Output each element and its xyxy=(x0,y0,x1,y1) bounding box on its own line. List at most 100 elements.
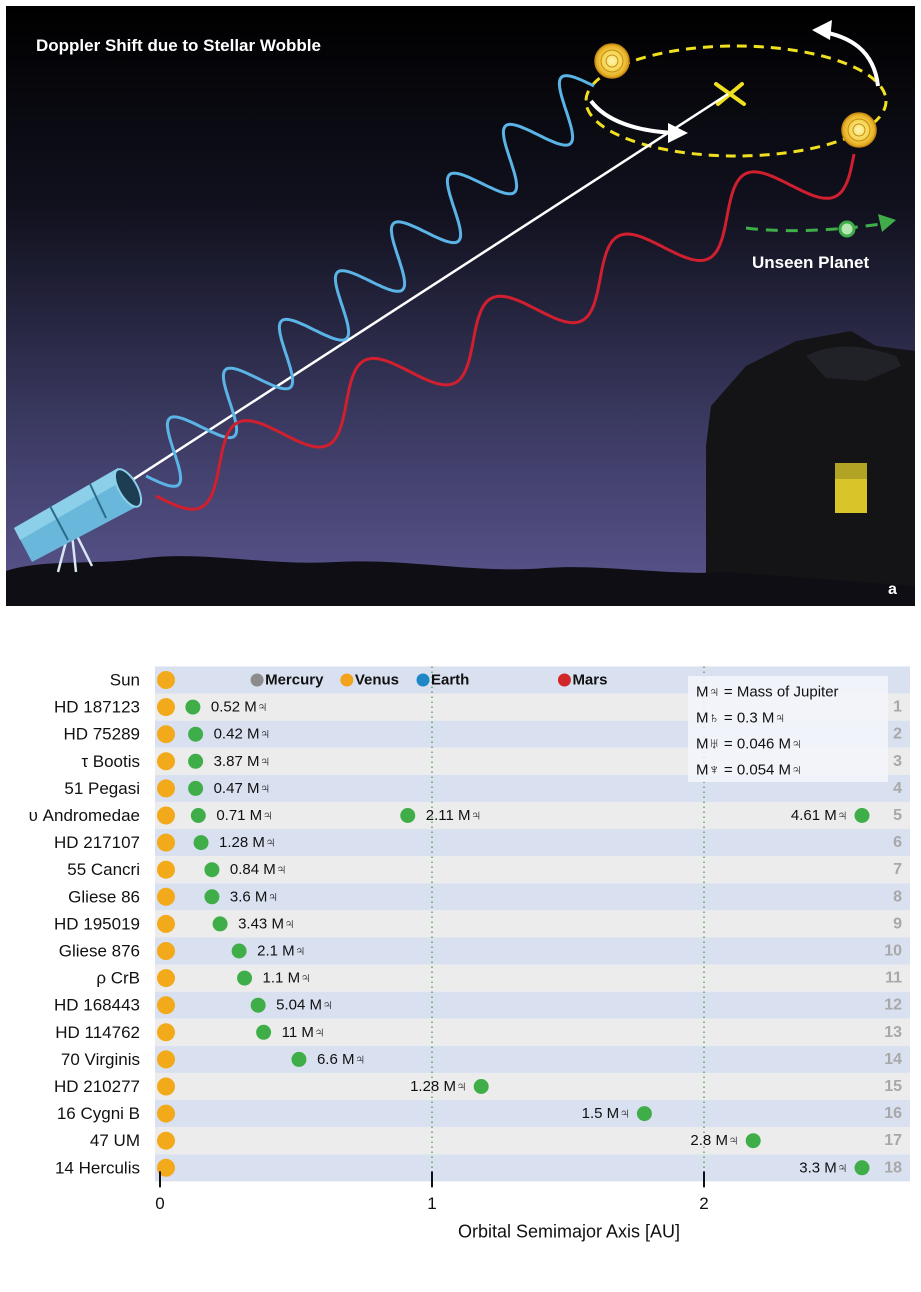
star-dot xyxy=(157,1104,175,1123)
star-dot xyxy=(157,779,175,798)
planet-dot xyxy=(231,943,247,959)
exoplanet-chart: Sun Mercury Venus Earth Mars HD 187123 0.52 M… xyxy=(29,666,910,1241)
row-number: 3 xyxy=(893,753,902,770)
mass-legend: M♃ = Mass of Jupiter M♄ = 0.3 M♃ M♅ = 0.04… xyxy=(688,676,888,782)
planet-mass-label: 11 M♃ xyxy=(282,1024,325,1041)
hill-silhouette xyxy=(6,556,915,606)
star-dot xyxy=(157,1077,175,1096)
star-dot xyxy=(157,942,175,960)
row-number: 8 xyxy=(893,888,902,905)
illustration-title: Doppler Shift due to Stellar Wobble xyxy=(36,36,321,55)
row-number: 10 xyxy=(884,943,902,960)
star-name: HD 168443 xyxy=(54,996,140,1015)
planet-mass-label: 2.11 M♃ xyxy=(426,807,482,824)
star-name: 55 Cancri xyxy=(67,860,140,879)
planet-dot xyxy=(212,916,228,932)
solar-planet-mars-label: Mars xyxy=(572,672,607,689)
star-row: HD 217107 1.28 M♃ 6 xyxy=(54,833,902,852)
planet-dot xyxy=(188,753,204,769)
planet-dot xyxy=(291,1051,307,1067)
row-band xyxy=(155,1045,910,1073)
star-name-sun: Sun xyxy=(110,671,140,690)
star-name: Gliese 86 xyxy=(68,887,140,906)
motion-arrow-lower xyxy=(589,99,675,135)
row-band xyxy=(155,937,910,965)
star-dot xyxy=(157,698,175,717)
planet-mass-label: 1.28 M♃ xyxy=(219,834,276,851)
star-name: HD 195019 xyxy=(54,914,140,933)
planet-dot xyxy=(400,808,416,823)
star-name: 51 Pegasi xyxy=(64,779,140,798)
row-number: 4 xyxy=(893,780,902,797)
star-name: HD 114762 xyxy=(55,1023,140,1042)
x-tick-label: 0 xyxy=(155,1194,164,1213)
star-row: HD 168443 5.04 M♃ 12 xyxy=(54,996,902,1015)
planet-mass-label: 2.8 M♃ xyxy=(690,1132,739,1149)
row-number: 13 xyxy=(884,1024,902,1041)
solar-planet-venus-label: Venus xyxy=(355,672,399,689)
planet-mass-label: 5.04 M♃ xyxy=(276,997,333,1014)
star-row: 55 Cancri 0.84 M♃ 7 xyxy=(67,860,902,879)
star-row: ρ CrB 1.1 M♃ 11 xyxy=(96,969,902,988)
x-axis-label: Orbital Semimajor Axis [AU] xyxy=(458,1221,680,1241)
row-band xyxy=(155,883,910,911)
star-row: 14 Herculis 3.3 M♃ 18 xyxy=(55,1158,902,1177)
planet-dot xyxy=(745,1133,761,1149)
planet-dot xyxy=(237,970,253,986)
row-band xyxy=(155,1100,910,1128)
planet-mass-label: 0.84 M♃ xyxy=(230,861,287,878)
mass-legend-line: M♃ = Mass of Jupiter xyxy=(696,684,839,701)
solar-planet-mars-dot xyxy=(557,673,571,687)
planet-orbit-arrowhead-icon xyxy=(878,214,896,232)
mass-legend-line: M♆ = 0.054 M♃ xyxy=(696,762,802,779)
telescope-icon xyxy=(14,468,143,573)
star-dot xyxy=(157,833,175,852)
planet-mass-label: 6.6 M♃ xyxy=(317,1051,366,1068)
unseen-planet-icon xyxy=(838,220,856,238)
row-number: 5 xyxy=(893,807,902,824)
row-number: 15 xyxy=(884,1078,902,1095)
observatory-house xyxy=(706,331,915,606)
row-band xyxy=(155,910,910,938)
row-number: 12 xyxy=(884,997,902,1014)
planet-mass-label: 1.28 M♃ xyxy=(410,1078,467,1095)
planet-dot xyxy=(250,997,266,1013)
row-band xyxy=(155,1072,910,1101)
solar-planet-earth-label: Earth xyxy=(431,672,469,689)
star-name: ρ CrB xyxy=(96,969,140,988)
planet-mass-label: 4.61 M♃ xyxy=(791,807,848,824)
planet-orbit-arrow xyxy=(745,222,882,233)
solar-planet-mercury-dot xyxy=(250,673,264,687)
planet-dot xyxy=(204,889,220,905)
reference-row-sun: Sun Mercury Venus Earth Mars xyxy=(110,671,608,690)
star-row: HD 187123 0.52 M♃ 1 xyxy=(54,698,902,717)
doppler-illustration: Doppler Shift due to Stellar Wobble Unse… xyxy=(6,6,915,606)
planet-mass-label: 2.1 M♃ xyxy=(257,943,306,960)
star-name: 47 UM xyxy=(90,1131,140,1150)
planet-dot xyxy=(636,1106,652,1122)
star-dot xyxy=(157,1158,175,1177)
x-axis: 0 1 2 Orbital Semimajor Axis [AU] xyxy=(155,1171,709,1241)
row-band xyxy=(155,964,910,992)
planet-dot xyxy=(256,1024,272,1040)
star-row: 16 Cygni B 1.5 M♃ 16 xyxy=(57,1104,902,1123)
row-number: 6 xyxy=(893,834,902,851)
star-name: HD 187123 xyxy=(54,698,140,717)
mass-legend-line: M♅ = 0.046 M♃ xyxy=(696,736,802,753)
line-of-sight xyxy=(125,92,729,486)
star-rows: HD 187123 0.52 M♃ 1 HD 75289 0.42 M♃ 2 τ Booti… xyxy=(29,698,902,1178)
solar-planet-mercury-label: Mercury xyxy=(265,672,324,689)
planet-dot xyxy=(185,699,201,715)
planet-dot xyxy=(854,808,870,823)
star-dot xyxy=(157,806,175,825)
x-tick-label: 2 xyxy=(699,1194,708,1213)
barycenter-cross-icon xyxy=(714,82,746,106)
planet-mass-label: 3.43 M♃ xyxy=(238,915,295,932)
star-row: HD 195019 3.43 M♃ 9 xyxy=(54,914,902,933)
planet-dot xyxy=(188,726,204,742)
star-name: HD 217107 xyxy=(54,833,140,852)
star-row: 51 Pegasi 0.47 M♃ 4 xyxy=(64,779,902,798)
star-row: υ Andromedae 0.71 M♃ 2.11 M♃ 4.61 M♃ 5 xyxy=(29,806,902,825)
star-name: 14 Herculis xyxy=(55,1158,140,1177)
row-band xyxy=(155,856,910,884)
